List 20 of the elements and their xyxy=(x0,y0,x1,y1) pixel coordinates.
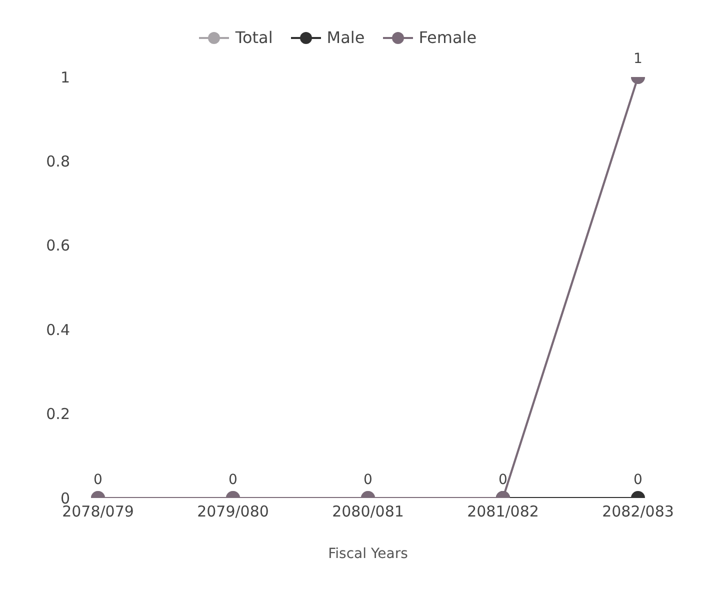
data-label: 0 xyxy=(94,472,102,488)
legend-label: Male xyxy=(326,28,365,47)
data-label: 0 xyxy=(498,472,508,488)
legend-label: Total xyxy=(234,28,273,47)
y-tick-label: 0.4 xyxy=(46,320,70,339)
x-tick-label: 2079/080 xyxy=(197,502,269,521)
y-tick-label: 0.2 xyxy=(46,405,70,424)
y-tick-label: 1 xyxy=(60,68,70,86)
data-label: 0 xyxy=(228,472,238,488)
y-tick-label: 0.6 xyxy=(46,236,70,255)
x-axis-title: Fiscal Years xyxy=(328,546,408,562)
y-tick-label: 0.8 xyxy=(46,152,70,171)
legend-label: Female xyxy=(418,28,477,47)
x-tick-label: 2081/082 xyxy=(467,502,539,521)
x-tick-label: 2080/081 xyxy=(332,502,404,521)
data-label: 0 xyxy=(634,472,642,488)
x-tick-label: 2078/079 xyxy=(62,502,134,521)
data-label: 1 xyxy=(634,51,642,67)
x-tick-label: 2082/083 xyxy=(602,502,674,521)
data-label: 0 xyxy=(364,472,372,488)
